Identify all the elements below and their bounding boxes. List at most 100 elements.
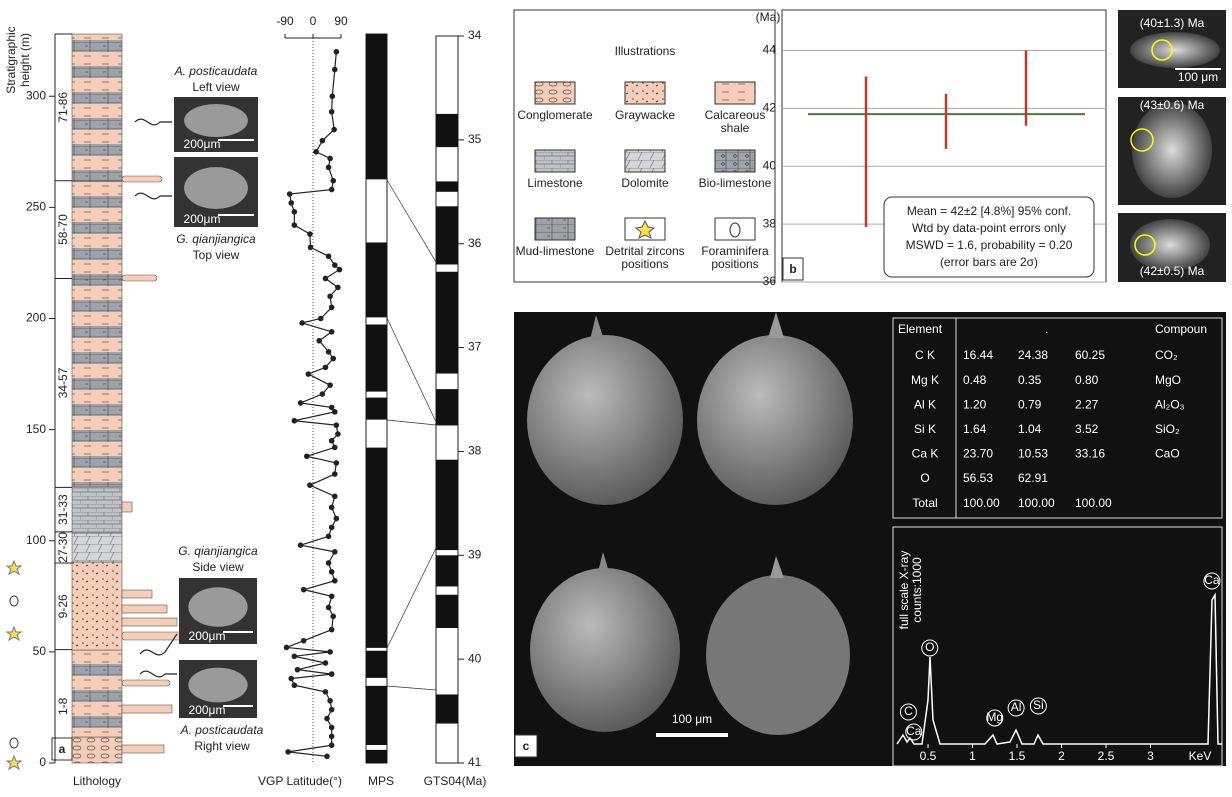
polarity-band [366,750,387,763]
legend-swatch [715,82,755,104]
vgp-point [332,471,338,477]
vgp-point [323,276,329,282]
vgp-point [288,676,294,682]
zircon-images [1118,10,1226,282]
axis-title: height (m) [18,33,32,87]
legend-swatch [625,82,665,104]
vgp-point [313,149,319,155]
vgp-point [334,516,340,522]
table-cell: Si K [914,422,936,436]
polarity-band [366,448,387,648]
x-tick-label: 90 [334,14,348,28]
vgp-point [316,338,322,344]
x-tick-label: 2.5 [1098,749,1115,763]
polarity-band [366,398,387,420]
table-header: . [1045,322,1048,336]
vgp-point [320,391,326,397]
y-tick-label: 100 [26,533,46,547]
table-cell: 100.00 [1075,496,1112,510]
scale-label: 100 μm [672,712,712,726]
table-cell: 1.64 [963,422,987,436]
vgp-point [335,285,341,291]
y-tick-label: 37 [468,340,482,354]
markers [7,561,21,769]
legend-label: shale [721,121,750,135]
peak-label: Mg [986,710,1003,724]
y-tick-label: 50 [33,644,47,658]
table-cell: 0.80 [1075,373,1099,387]
polarity-band [366,651,387,678]
legend-label: Limestone [527,176,583,190]
unit-label: 27-30 [56,532,70,563]
table-cell: 10.53 [1018,447,1048,461]
vgp-point [327,649,333,655]
y-tick-label: 200 [26,311,46,325]
vgp-point [329,438,335,444]
stats-line: Wtd by data-point errors only [912,221,1066,235]
vgp-point [329,329,335,335]
table-cell: Total [912,496,937,510]
unit-label: 58-70 [56,214,70,245]
vgp-point [307,231,313,237]
legend-title: Illustrations [615,44,676,58]
panel-label: c [523,739,530,753]
peak-label: O [925,640,934,654]
specimen [184,104,248,137]
scale-label: 200μm [184,212,221,226]
vgp-point [298,542,304,548]
vgp-point [332,445,338,451]
specimen-name: A. posticaudata [174,64,258,78]
vgp-point [308,245,314,251]
table-cell: O [920,471,929,485]
vgp-point [292,209,298,215]
specimen-view: Side view [192,560,244,574]
specimen-name: G. qianjiangica [178,544,258,558]
specimen-view: Left view [192,80,240,94]
vgp-point [332,262,338,268]
stats-line: Mean = 42±2 [4.8%] 95% conf. [907,204,1071,218]
vgp-point [335,431,341,437]
table-cell: 1.20 [963,397,987,411]
vgp-point [329,671,335,677]
x-tick-label: 2 [1058,749,1065,763]
peak-label: Al [1011,700,1022,714]
table-cell: 2.27 [1075,397,1099,411]
vgp-point [329,725,335,731]
x-tick-label: 1 [969,749,976,763]
vgp-point [331,127,337,133]
vgp-point [332,67,338,73]
vgp-point [330,356,336,362]
vgp-point [301,638,307,644]
vgp-point [329,734,335,740]
vgp-point [287,191,293,197]
table-cell: CaO [1155,447,1180,461]
table-cell: 0.35 [1018,373,1042,387]
legend-label: Bio-limestone [699,176,772,190]
vgp-point [288,200,294,206]
vgp-point [307,482,313,488]
vgp-point [334,422,340,428]
vgp-point [298,400,304,406]
legend-label: positions [621,257,668,271]
peak-label: Ca [1204,573,1220,587]
table-header: Element [898,322,943,336]
specimen [184,167,248,209]
legend-swatch [715,150,755,172]
polarity-band [436,694,458,723]
polarity-band [436,389,458,425]
vgp-point [326,165,332,171]
specimen-view: Right view [194,739,250,753]
vgp-point [329,187,335,193]
legend-label: Foraminifera [701,244,769,258]
polarity-band [366,686,387,745]
table-cell: C K [915,348,935,362]
specimen-name: A. posticaudata [180,723,264,737]
table-cell: 0.48 [963,373,987,387]
spectrum-title: full scale X-ray [897,551,911,630]
scale-label: 200μm [184,137,221,151]
spectrum-title: counts:1000 [910,557,924,623]
vgp-point [299,320,305,326]
vgp-point [329,627,335,633]
y-tick-label: 38 [468,444,482,458]
specimen-view: Top view [193,248,240,262]
